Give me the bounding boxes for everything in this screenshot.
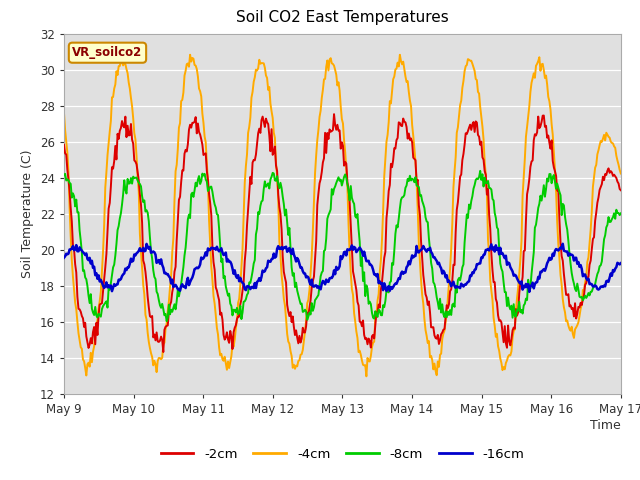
- -2cm: [60, 142, 68, 148]
- -2cm: [326, 127, 333, 132]
- -16cm: [606, 275, 614, 280]
- -8cm: [617, 211, 625, 216]
- -4cm: [519, 192, 527, 198]
- -4cm: [606, 135, 614, 141]
- -4cm: [60, 110, 68, 116]
- -8cm: [326, 210, 333, 216]
- -2cm: [606, 170, 614, 176]
- -8cm: [362, 282, 370, 288]
- -2cm: [617, 187, 625, 193]
- -4cm: [362, 373, 370, 379]
- -4cm: [394, 60, 401, 65]
- Text: VR_soilco2: VR_soilco2: [72, 46, 143, 59]
- -2cm: [364, 341, 371, 347]
- -4cm: [364, 355, 371, 361]
- Title: Soil CO2 East Temperatures: Soil CO2 East Temperatures: [236, 11, 449, 25]
- Line: -2cm: -2cm: [64, 114, 621, 352]
- Y-axis label: Soil Temperature (C): Soil Temperature (C): [21, 149, 35, 278]
- -16cm: [328, 275, 335, 281]
- -16cm: [60, 255, 68, 261]
- X-axis label: Time: Time: [590, 419, 621, 432]
- -8cm: [476, 168, 484, 174]
- -16cm: [559, 241, 566, 247]
- Line: -16cm: -16cm: [64, 244, 621, 292]
- -8cm: [393, 222, 401, 228]
- -2cm: [329, 127, 337, 133]
- -4cm: [617, 170, 625, 176]
- -8cm: [606, 219, 614, 225]
- -2cm: [394, 135, 401, 141]
- -16cm: [525, 289, 533, 295]
- -4cm: [186, 52, 194, 58]
- -2cm: [330, 111, 338, 117]
- -16cm: [392, 281, 399, 287]
- -4cm: [329, 61, 337, 67]
- -8cm: [60, 172, 68, 178]
- -2cm: [159, 349, 167, 355]
- -2cm: [519, 274, 527, 280]
- Legend: -2cm, -4cm, -8cm, -16cm: -2cm, -4cm, -8cm, -16cm: [156, 443, 529, 466]
- -8cm: [519, 311, 527, 316]
- Line: -8cm: -8cm: [64, 171, 621, 321]
- -16cm: [324, 279, 332, 285]
- -8cm: [329, 192, 337, 197]
- -16cm: [516, 281, 524, 287]
- -4cm: [326, 57, 333, 62]
- -16cm: [617, 260, 625, 266]
- -8cm: [163, 318, 170, 324]
- -16cm: [362, 254, 369, 260]
- Line: -4cm: -4cm: [64, 55, 621, 376]
